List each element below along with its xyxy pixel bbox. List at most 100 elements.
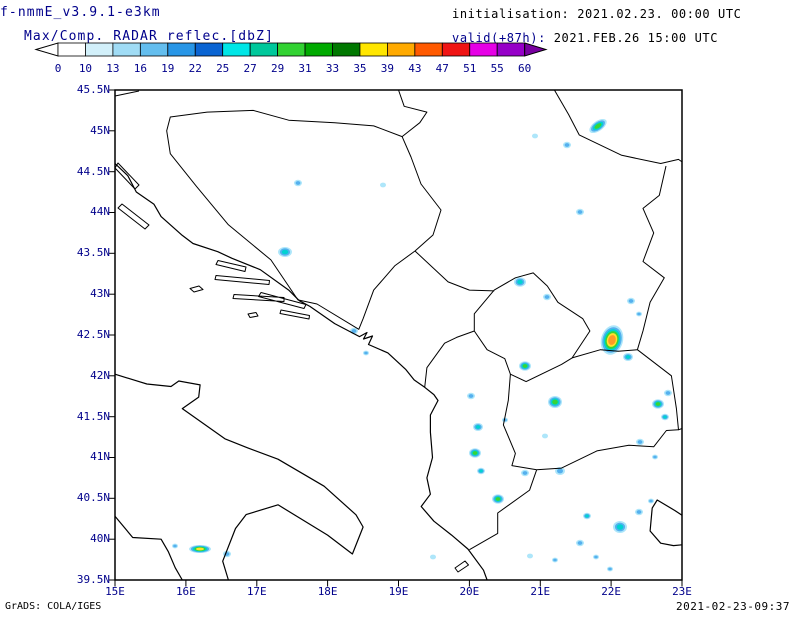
map-canvas	[108, 89, 683, 587]
border-path-serbia-bulgaria	[636, 165, 667, 350]
colorbar-tick-label: 22	[189, 62, 202, 75]
radar-echo-cell	[636, 510, 642, 514]
lon-label: 20E	[459, 585, 480, 598]
radar-echo-cell	[295, 181, 301, 185]
colorbar-tick-label: 47	[436, 62, 449, 75]
init-time-label: initialisation: 2021.02.23. 00:00 UTC	[452, 7, 742, 21]
radar-echo-cell	[594, 555, 598, 559]
colorbar-tick-label: 29	[271, 62, 284, 75]
colorbar-segment	[304, 42, 333, 57]
coastlines	[114, 162, 683, 581]
radar-echo-cell	[522, 471, 528, 475]
radar-echo-cell	[577, 210, 583, 214]
lat-label: 45N	[90, 123, 110, 137]
colorbar-segment	[359, 42, 388, 57]
coastline-path-adriatic	[114, 163, 488, 581]
radar-echo-cell	[380, 182, 386, 188]
lat-label: 43.5N	[76, 246, 110, 260]
radar-echo-cell	[564, 143, 570, 147]
radar-echo-cell	[173, 544, 177, 548]
radar-echo-cell	[628, 299, 634, 303]
lat-label: 42N	[90, 368, 110, 382]
lon-label: 17E	[246, 585, 267, 598]
colorbar-segment	[112, 42, 141, 57]
colorbar-tick-label: 16	[134, 62, 147, 75]
radar-echo-cell	[475, 425, 481, 429]
colorbar-segment	[469, 42, 498, 57]
border-path-macedonia-bulgaria	[637, 349, 683, 431]
lon-label: 19E	[388, 585, 409, 598]
radar-echo-cell	[616, 524, 624, 530]
radar-echo-cell	[527, 553, 533, 559]
radar-echo-cell	[532, 133, 538, 139]
radar-echo-cell	[544, 295, 550, 299]
radar-echo-cell	[553, 558, 557, 562]
radar-echo-cell	[665, 391, 671, 395]
border-path-montenegro-serbia	[414, 250, 495, 292]
border-path-albania-macedonia	[502, 374, 537, 471]
radar-echo-cell	[625, 355, 631, 359]
radar-echo-cell	[637, 312, 641, 316]
radar-echo-cell	[608, 567, 612, 571]
colorbar-tick-labels: 0 10 13 16 19 22 25 27 29 31 33 35 39 43 47 51 55 60	[55, 62, 532, 75]
colorbar-tick-label: 51	[463, 62, 476, 75]
valid-time-line: valid(+87h): 2021.FEB.26 15:00 UTC	[452, 31, 718, 45]
radar-echo-cell	[522, 364, 528, 368]
colorbar-tick-label: 19	[161, 62, 174, 75]
border-path-bosnia	[166, 109, 442, 330]
radar-echo-cell	[495, 497, 501, 501]
creation-timestamp: 2021-02-23-09:37	[676, 600, 790, 613]
colorbar-segment	[386, 42, 416, 57]
lon-label: 18E	[317, 585, 338, 598]
colorbar-tick-label: 31	[298, 62, 311, 75]
colorbar-segments	[57, 42, 526, 57]
colorbar-segment	[85, 42, 114, 57]
radar-echo-cell	[594, 123, 602, 129]
colorbar-tick-label: 10	[79, 62, 92, 75]
colorbar-tick-label: 55	[491, 62, 504, 75]
lat-label: 44N	[90, 205, 110, 219]
colorbar-segment	[249, 42, 278, 57]
border-path-macedonia-greece	[536, 429, 679, 471]
border-path-kosovo	[473, 272, 591, 383]
radar-echo-cell	[351, 329, 357, 333]
geography	[114, 89, 683, 581]
colorbar-segment	[332, 42, 361, 57]
colorbar-segment	[414, 42, 443, 57]
border-path-albania-greece	[469, 469, 538, 551]
valid-time-label: 2021.FEB.26 15:00 UTC	[553, 31, 719, 45]
lon-label: 15E	[105, 585, 125, 598]
lon-label: 22E	[601, 585, 622, 598]
coastline-path-italy-east	[114, 373, 364, 581]
lat-label: 43N	[90, 287, 110, 301]
colorbar-segment	[57, 42, 86, 57]
radar-echo-cell	[196, 547, 204, 551]
colorbar-tick-label: 39	[381, 62, 394, 75]
lon-label: 16E	[175, 585, 196, 598]
radar-echo-cell	[585, 514, 589, 518]
colorbar-segment	[167, 42, 196, 57]
radar-echo-cell	[557, 468, 563, 474]
radar-echo-cell	[517, 279, 523, 285]
lat-label: 44.5N	[76, 164, 110, 178]
border-path-macedonia-serbia	[571, 349, 638, 359]
colorbar-overflow-arrow-icon	[524, 42, 548, 57]
colorbar-tick-label: 35	[353, 62, 366, 75]
colorbar-tick-label: 25	[216, 62, 229, 75]
country-borders	[114, 89, 683, 551]
lat-label: 39.5N	[76, 572, 110, 586]
colorbar-tick-label: 60	[518, 62, 531, 75]
radar-echo-cell	[468, 394, 474, 398]
lat-label: 41N	[90, 450, 110, 464]
radar-echo-cell	[430, 554, 436, 560]
radar-echo-cell	[364, 351, 368, 355]
radar-echo-cell	[663, 415, 667, 419]
radar-echo-cell	[608, 335, 616, 345]
radar-echo-cell	[649, 499, 653, 503]
colorbar-segment	[139, 42, 169, 57]
axis-ticks	[108, 89, 683, 587]
colorbar: 0 10 13 16 19 22 25 27 29 31 33 35 39 43 47 51 55 60	[34, 42, 548, 75]
colorbar-segment	[194, 42, 224, 57]
radar-echo-cell	[472, 451, 478, 455]
